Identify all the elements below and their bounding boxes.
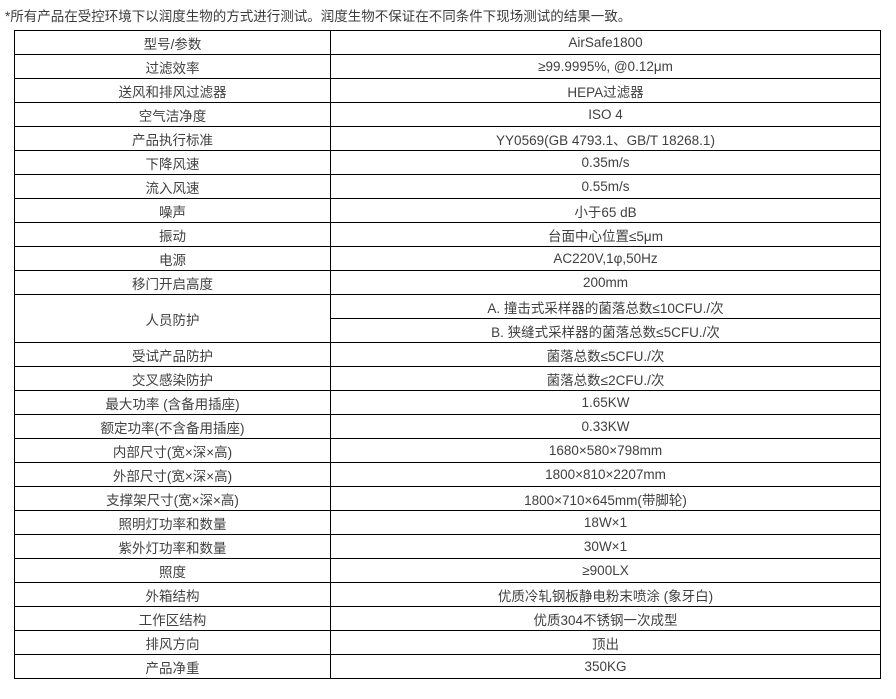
param-value: 1680×580×798mm: [330, 438, 881, 463]
param-value: 顶出: [330, 630, 881, 655]
param-label: 下降风速: [14, 150, 331, 175]
table-row: 紫外灯功率和数量 30W×1: [14, 534, 881, 559]
param-label: 照明灯功率和数量: [14, 510, 331, 535]
param-value: 1800×810×2207mm: [330, 462, 881, 487]
param-label: 送风和排风过滤器: [14, 78, 331, 103]
param-label: 紫外灯功率和数量: [14, 534, 331, 559]
table-row: 外箱结构 优质冷轧钢板静电粉末喷涂 (象牙白): [14, 582, 881, 607]
param-value: ≥99.9995%, @0.12μm: [330, 54, 881, 79]
param-value: 菌落总数≤2CFU./次: [330, 366, 881, 391]
param-label: 最大功率 (含备用插座): [14, 390, 331, 415]
param-value: 菌落总数≤5CFU./次: [330, 342, 881, 367]
table-row: 电源 AC220V,1φ,50Hz: [14, 246, 881, 271]
table-row: 照明灯功率和数量 18W×1: [14, 510, 881, 535]
table-row: 外部尺寸(宽×深×高) 1800×810×2207mm: [14, 462, 881, 487]
table-row: 工作区结构 优质304不锈钢一次成型: [14, 606, 881, 631]
param-label: 排风方向: [14, 630, 331, 655]
param-value: ≥900LX: [330, 558, 881, 583]
table-row: 照度 ≥900LX: [14, 558, 881, 583]
param-value: ISO 4: [330, 102, 881, 127]
param-value: 小于65 dB: [330, 198, 881, 223]
param-label: 型号/参数: [14, 30, 331, 55]
table-row: 过滤效率 ≥99.9995%, @0.12μm: [14, 54, 881, 79]
param-value: YY0569(GB 4793.1、GB/T 18268.1): [330, 126, 881, 151]
table-row: B. 狭缝式采样器的菌落总数≤5CFU./次: [15, 318, 881, 343]
table-row: 交叉感染防护 菌落总数≤2CFU./次: [14, 366, 881, 391]
table-row: 下降风速 0.35m/s: [14, 150, 881, 175]
table-row: 内部尺寸(宽×深×高) 1680×580×798mm: [14, 438, 881, 463]
table-row: 噪声 小于65 dB: [14, 198, 881, 223]
table-row: 最大功率 (含备用插座) 1.65KW: [14, 390, 881, 415]
param-value: 350KG: [330, 654, 881, 679]
table-row: 流入风速 0.55m/s: [14, 174, 881, 199]
param-label: 产品净重: [14, 654, 331, 679]
param-label: 额定功率(不含备用插座): [14, 414, 331, 439]
test-disclaimer-note: *所有产品在受控环境下以润度生物的方式进行测试。润度生物不保证在不同条件下现场测…: [5, 9, 632, 24]
param-label: 外箱结构: [14, 582, 331, 607]
param-label: 过滤效率: [14, 54, 331, 79]
table-row: 型号/参数 AirSafe1800: [14, 30, 881, 55]
param-label: 外部尺寸(宽×深×高): [14, 462, 331, 487]
table-row: 移门开启高度 200mm: [14, 270, 881, 295]
spec-table-body: 型号/参数 AirSafe1800 过滤效率 ≥99.9995%, @0.12μm 送风…: [14, 30, 881, 679]
param-label: 振动: [14, 222, 331, 247]
param-value: 台面中心位置≤5μm: [330, 222, 881, 247]
param-value: B. 狭缝式采样器的菌落总数≤5CFU./次: [330, 318, 881, 343]
param-label: 噪声: [14, 198, 331, 223]
param-label: 移门开启高度: [14, 270, 331, 295]
param-label: 内部尺寸(宽×深×高): [14, 438, 331, 463]
table-row: 额定功率(不含备用插座) 0.33KW: [14, 414, 881, 439]
param-label: 产品执行标准: [14, 126, 331, 151]
table-row: 排风方向 顶出: [14, 630, 881, 655]
param-label: 电源: [14, 246, 331, 271]
table-row: 产品净重 350KG: [14, 654, 881, 679]
param-value: 1.65KW: [330, 390, 881, 415]
table-row: 支撑架尺寸(宽×深×高) 1800×710×645mm(带脚轮): [14, 486, 881, 511]
param-value: HEPA过滤器: [330, 78, 881, 103]
param-label: 支撑架尺寸(宽×深×高): [14, 486, 331, 511]
param-label: 工作区结构: [14, 606, 331, 631]
param-label: 流入风速: [14, 174, 331, 199]
table-row: 送风和排风过滤器 HEPA过滤器: [14, 78, 881, 103]
table-row: 产品执行标准 YY0569(GB 4793.1、GB/T 18268.1): [14, 126, 881, 151]
param-value: 0.33KW: [330, 414, 881, 439]
spec-table: 型号/参数 AirSafe1800 过滤效率 ≥99.9995%, @0.12μm 送风…: [14, 30, 881, 679]
param-value: 0.55m/s: [330, 174, 881, 199]
param-value: 200mm: [330, 270, 881, 295]
param-value: 优质304不锈钢一次成型: [330, 606, 881, 631]
table-row: 空气洁净度 ISO 4: [14, 102, 881, 127]
table-row: 人员防护 A. 撞击式采样器的菌落总数≤10CFU./次: [14, 294, 881, 343]
param-value: A. 撞击式采样器的菌落总数≤10CFU./次: [330, 294, 881, 319]
param-value: 30W×1: [330, 534, 881, 559]
param-label: 空气洁净度: [14, 102, 331, 127]
param-value: 优质冷轧钢板静电粉末喷涂 (象牙白): [330, 582, 881, 607]
param-label: 人员防护: [14, 294, 331, 343]
param-value: 18W×1: [330, 510, 881, 535]
param-value: 1800×710×645mm(带脚轮): [330, 486, 881, 511]
param-label: 照度: [14, 558, 331, 583]
param-value: 0.35m/s: [330, 150, 881, 175]
param-value: AirSafe1800: [330, 30, 881, 55]
param-value: AC220V,1φ,50Hz: [330, 246, 881, 271]
table-row: 振动 台面中心位置≤5μm: [14, 222, 881, 247]
table-row: 受试产品防护 菌落总数≤5CFU./次: [14, 342, 881, 367]
param-label: 交叉感染防护: [14, 366, 331, 391]
param-label: 受试产品防护: [14, 342, 331, 367]
